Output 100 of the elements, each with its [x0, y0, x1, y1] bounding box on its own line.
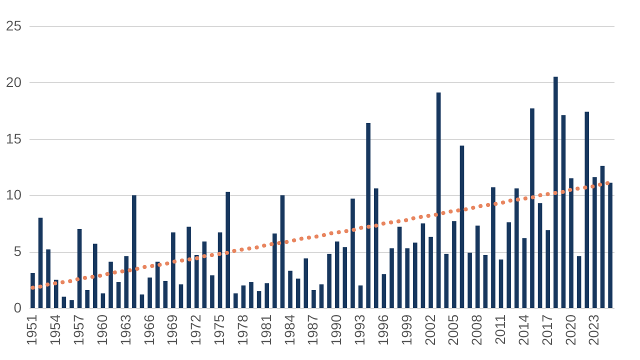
bar [163, 280, 168, 308]
bar [186, 226, 191, 308]
x-tick-label: 1990 [328, 314, 344, 346]
bar [522, 238, 527, 308]
bar [241, 285, 246, 308]
bar [390, 248, 394, 308]
x-tick-label: 2005 [445, 314, 462, 346]
bar [460, 146, 464, 308]
bar [452, 221, 456, 308]
bar [155, 262, 160, 308]
bar [62, 296, 66, 308]
x-tick-label: 1981 [258, 314, 274, 346]
x-tick-label: 2023 [586, 314, 602, 346]
bar [327, 254, 332, 308]
bar [46, 249, 50, 308]
y-tick-label: 0 [14, 300, 22, 316]
bar [397, 226, 402, 308]
bar [530, 108, 534, 308]
bar [342, 247, 348, 308]
bar [538, 203, 542, 308]
bar [569, 178, 574, 308]
x-tick-label: 1954 [47, 314, 64, 346]
bar [444, 254, 449, 308]
bar [148, 278, 152, 308]
bar [124, 256, 129, 308]
x-tick-label: 1984 [281, 314, 298, 346]
x-tick-label: 2014 [515, 314, 532, 346]
bar [77, 229, 82, 308]
bar [584, 112, 590, 308]
x-tick-label: 1993 [352, 314, 368, 346]
y-tick-label: 5 [14, 243, 22, 260]
x-tick-label: 1978 [234, 314, 250, 346]
x-tick-label: 1972 [188, 314, 204, 346]
bar [498, 259, 504, 308]
bar [506, 222, 511, 308]
bar [319, 284, 324, 308]
bar [608, 182, 612, 308]
y-tick-label: 20 [6, 74, 22, 90]
bar [93, 244, 98, 308]
bar [70, 300, 74, 308]
bar [178, 284, 184, 308]
bar [428, 236, 433, 308]
bar [85, 290, 90, 308]
bar [514, 188, 519, 308]
bar [561, 115, 566, 308]
bar [272, 234, 277, 308]
bar [592, 177, 597, 308]
x-tick-label: 1966 [140, 314, 157, 346]
bar [358, 285, 363, 308]
bar [475, 226, 480, 308]
x-tick-label: 1969 [164, 314, 180, 346]
bar [491, 187, 496, 308]
bar [288, 270, 292, 308]
x-tick-label: 2011 [492, 314, 508, 345]
x-tick-label: 1987 [304, 314, 321, 346]
bar [436, 92, 441, 308]
bar [30, 273, 35, 308]
bar [312, 290, 316, 308]
bar [405, 248, 410, 308]
y-tick-label: 10 [6, 186, 22, 203]
bar [194, 254, 199, 308]
x-tick-label: 1957 [70, 314, 87, 346]
bar [468, 252, 472, 308]
x-tick-label: 2020 [562, 314, 578, 346]
bar [546, 230, 550, 308]
x-tick-label: 1996 [374, 314, 391, 346]
x-tick-label: 1960 [94, 314, 110, 346]
bar [226, 192, 230, 308]
bar [576, 256, 582, 308]
x-tick-label: 1999 [398, 314, 414, 346]
bar [483, 254, 488, 308]
bar [249, 282, 254, 308]
bar [366, 123, 370, 308]
bar [54, 280, 58, 308]
bar [171, 232, 176, 308]
bar [210, 275, 214, 308]
y-tick-label: 15 [6, 130, 22, 146]
line-series [30, 180, 612, 290]
bar [280, 195, 285, 308]
bar [296, 278, 300, 308]
bar [420, 223, 426, 308]
x-tick-label: 2008 [468, 314, 485, 346]
bar [233, 293, 238, 308]
bar [374, 188, 378, 308]
bar [256, 291, 262, 308]
x-tick-label: 2002 [422, 314, 438, 346]
bar [304, 258, 308, 308]
x-tick-label: 2017 [538, 314, 555, 346]
bar [108, 262, 113, 308]
bar [116, 282, 121, 308]
bar [600, 166, 605, 308]
y-tick-label: 25 [6, 18, 22, 34]
bar [382, 274, 386, 308]
bar [132, 195, 136, 308]
bar [100, 293, 106, 308]
bar [554, 76, 558, 308]
bar [140, 294, 144, 308]
x-tick-label: 1963 [117, 314, 134, 346]
x-tick-label: 1975 [211, 314, 228, 346]
bar [334, 241, 340, 308]
